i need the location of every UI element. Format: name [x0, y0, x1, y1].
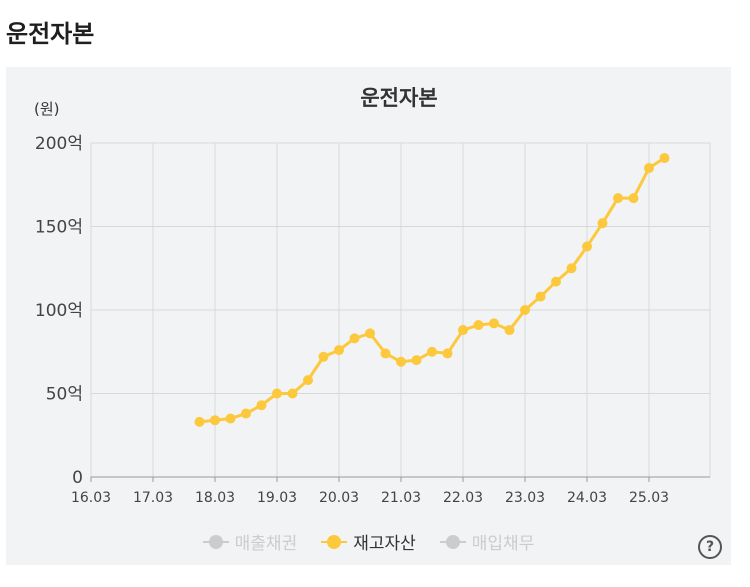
legend-marker-icon: [202, 534, 229, 549]
data-point[interactable]: [256, 400, 267, 411]
y-axis-unit: (원): [34, 100, 60, 118]
data-point[interactable]: [613, 193, 623, 204]
y-tick-label: 150억: [35, 218, 83, 238]
data-point[interactable]: [644, 163, 654, 174]
axes: [90, 476, 710, 482]
legend-marker-icon: [321, 534, 348, 549]
legend-label: 매출채권: [234, 534, 298, 554]
data-point[interactable]: [551, 276, 561, 287]
y-tick-label: 50억: [46, 385, 83, 405]
x-tick-label: 20.03: [319, 490, 359, 506]
x-tick-label: 23.03: [505, 490, 545, 506]
data-point[interactable]: [473, 320, 484, 331]
series-inventory: [194, 153, 670, 427]
data-point[interactable]: [194, 416, 205, 427]
x-tick-label: 17.03: [133, 490, 173, 506]
y-tick-label: 200억: [35, 134, 83, 154]
data-point[interactable]: [334, 345, 344, 356]
y-tick-label: 0: [72, 468, 83, 488]
data-point[interactable]: [380, 348, 391, 359]
data-point[interactable]: [458, 325, 468, 336]
help-icon[interactable]: ?: [698, 535, 722, 559]
data-point[interactable]: [582, 241, 592, 252]
legend-marker-icon: [439, 534, 466, 549]
grid-lines: [90, 142, 711, 478]
data-point[interactable]: [241, 408, 251, 419]
y-tick-label: 100억: [35, 301, 83, 321]
x-tick-label: 18.03: [195, 490, 235, 506]
x-tick-label: 19.03: [257, 490, 297, 506]
legend-item[interactable]: 매출채권: [202, 529, 298, 554]
x-tick-label: 25.03: [629, 490, 669, 506]
x-tick-label: 22.03: [443, 490, 483, 506]
data-point[interactable]: [442, 348, 453, 359]
data-point[interactable]: [396, 356, 406, 367]
chart-legend: 매출채권 재고자산 매입채무: [6, 529, 731, 554]
data-point[interactable]: [272, 388, 282, 399]
data-point[interactable]: [318, 351, 329, 362]
data-point[interactable]: [365, 328, 375, 339]
data-point[interactable]: [566, 263, 577, 274]
data-point[interactable]: [225, 413, 236, 424]
y-axis-ticks: 0 50억 100억 150억 200억: [35, 134, 83, 488]
x-tick-label: 24.03: [567, 490, 607, 506]
x-axis-ticks: 16.03 17.03 18.03 19.03 20.03 21.03 22.03 23.03…: [71, 490, 669, 506]
data-point[interactable]: [504, 325, 515, 336]
data-point[interactable]: [597, 218, 608, 229]
page-heading: 운전자본: [6, 20, 95, 48]
data-point[interactable]: [303, 375, 313, 386]
data-point[interactable]: [489, 318, 499, 329]
chart-title: 운전자본: [360, 86, 437, 110]
x-tick-label: 16.03: [71, 490, 111, 506]
data-point[interactable]: [349, 333, 360, 344]
series-line: [199, 156, 666, 424]
data-point[interactable]: [411, 355, 422, 366]
chart-panel: 운전자본 (원) 0 50억 100억 150억 200억 16.03 17.03 18.0…: [6, 67, 731, 565]
legend-item[interactable]: 매입채무: [439, 529, 535, 554]
legend-label: 매입채무: [471, 534, 535, 554]
data-point[interactable]: [210, 415, 220, 426]
line-chart: 운전자본 (원) 0 50억 100억 150억 200억 16.03 17.03 18.0…: [34, 86, 711, 506]
x-tick-label: 21.03: [381, 490, 421, 506]
legend-label: 재고자산: [353, 534, 416, 554]
data-point[interactable]: [535, 291, 546, 302]
legend-item[interactable]: 재고자산: [321, 529, 416, 554]
data-point[interactable]: [427, 346, 437, 357]
data-point[interactable]: [659, 153, 670, 164]
data-point[interactable]: [520, 305, 530, 315]
data-point[interactable]: [287, 388, 298, 399]
data-point[interactable]: [628, 193, 639, 204]
